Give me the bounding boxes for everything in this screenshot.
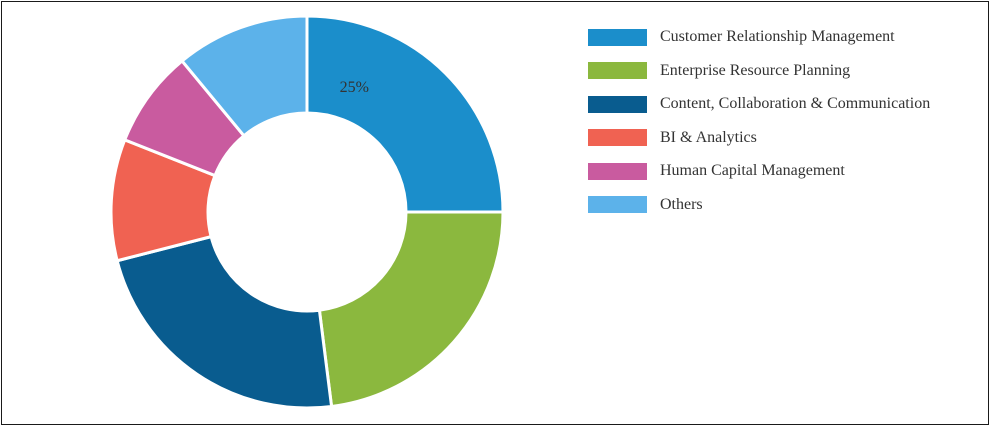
legend-label: Others xyxy=(660,195,703,213)
legend-item[interactable]: Human Capital Management xyxy=(588,160,930,182)
legend-label: Enterprise Resource Planning xyxy=(660,61,851,79)
legend-label: Content, Collaboration & Communication xyxy=(660,95,931,113)
donut-slice[interactable] xyxy=(179,14,309,138)
legend-swatch xyxy=(588,129,647,147)
legend-label: BI & Analytics xyxy=(660,128,757,146)
legend-swatch xyxy=(588,62,647,80)
chart-legend: Customer Relationship Management Enterpr… xyxy=(588,26,930,228)
legend-swatch xyxy=(588,28,647,46)
legend-item[interactable]: Others xyxy=(588,194,930,216)
legend-swatch xyxy=(588,95,647,113)
legend-item[interactable]: Customer Relationship Management xyxy=(588,26,930,48)
legend-item[interactable]: BI & Analytics xyxy=(588,127,930,149)
donut-slice[interactable] xyxy=(115,234,334,410)
donut-chart: 25% xyxy=(109,14,505,410)
legend-swatch xyxy=(588,196,647,214)
legend-item[interactable]: Content, Collaboration & Communication xyxy=(588,93,930,115)
donut-slice[interactable] xyxy=(317,210,505,409)
donut-slice[interactable] xyxy=(305,14,505,214)
slice-data-label: 25% xyxy=(340,79,369,96)
legend-swatch xyxy=(588,162,647,180)
legend-label: Human Capital Management xyxy=(660,162,845,180)
legend-label: Customer Relationship Management xyxy=(660,28,895,45)
legend-item[interactable]: Enterprise Resource Planning xyxy=(588,60,930,82)
